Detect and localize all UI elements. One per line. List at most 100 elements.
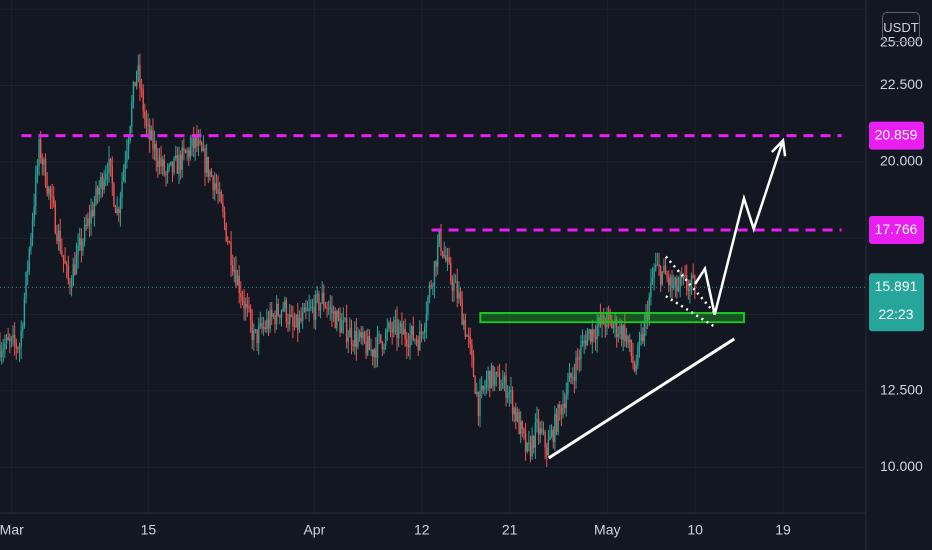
candle [100,171,102,199]
candle [51,183,53,209]
candle [477,391,480,426]
candle [463,313,465,331]
candle [122,164,125,183]
candle [516,407,519,423]
candle [360,326,362,345]
candle [101,172,104,198]
candle [458,281,460,304]
candle [210,168,213,178]
candle [355,317,358,361]
candle [572,367,574,385]
candle [30,232,32,255]
candle [127,137,130,160]
candle [453,273,455,302]
candle [196,125,198,152]
candle [591,319,594,354]
candle [349,317,351,338]
wedge-upper[interactable] [664,255,716,314]
candle [446,248,449,271]
candle [622,323,624,352]
x-tick-label: 10 [687,522,703,538]
price-label-1: 17.766 [869,216,924,245]
candle [150,125,153,141]
candle [430,279,432,290]
candle [461,291,463,325]
candle [126,138,128,169]
candle [113,181,115,208]
candle [82,238,84,257]
axis-frame [0,0,867,550]
candle [271,302,273,326]
candle [264,320,266,333]
candle [119,191,122,227]
candle [251,309,253,350]
candle [132,80,135,109]
candle [389,317,392,338]
candle [54,200,57,235]
candle [508,386,511,407]
candle [635,354,637,376]
candle [381,340,384,357]
candle [227,236,229,246]
candle [332,305,335,323]
candle [531,427,533,460]
candle [171,161,174,183]
candle [231,254,234,276]
candle [604,317,607,338]
currency-button[interactable]: USDT [882,12,920,42]
trendline[interactable] [547,337,736,460]
candle [191,136,193,156]
candle [41,153,44,176]
candle [137,54,140,83]
candle [311,298,314,314]
candle [131,95,133,134]
candle [57,224,60,251]
svg-text:20.859: 20.859 [875,126,918,142]
candle [510,376,512,404]
candle [288,303,291,331]
candle [253,323,255,352]
y-tick-label: 20.000 [880,153,923,169]
candle [383,343,385,355]
candle [354,321,356,355]
candle [378,330,380,345]
candle [476,382,478,397]
candle [43,157,45,176]
candle [236,269,239,286]
candle [479,378,481,428]
support-zone[interactable] [479,311,745,324]
candle [140,78,143,98]
candle [258,317,260,355]
candle [38,133,40,176]
candle [658,252,660,276]
x-axis[interactable]: Mar 15 Apr 12 21 May 10 19 [0,522,791,538]
candle [25,271,27,304]
candle [111,156,113,196]
candle [687,279,690,300]
candle [188,147,190,166]
candle [467,327,470,349]
candle [59,218,61,254]
candle [75,242,78,275]
candle [454,274,457,283]
candle [205,143,208,177]
candle [80,228,83,263]
candle [173,156,175,176]
candle [35,165,37,215]
candle [523,427,525,440]
x-tick-label: Apr [303,522,325,538]
candle [175,145,177,161]
candle [280,309,283,327]
candle [375,336,377,368]
candle [218,182,221,202]
x-tick-label: 19 [775,522,791,538]
candle [310,299,312,312]
candle [17,346,19,354]
candle [526,442,528,454]
candle [277,298,279,317]
candle [620,319,623,347]
candle [62,254,65,273]
projection-path[interactable] [694,140,785,315]
